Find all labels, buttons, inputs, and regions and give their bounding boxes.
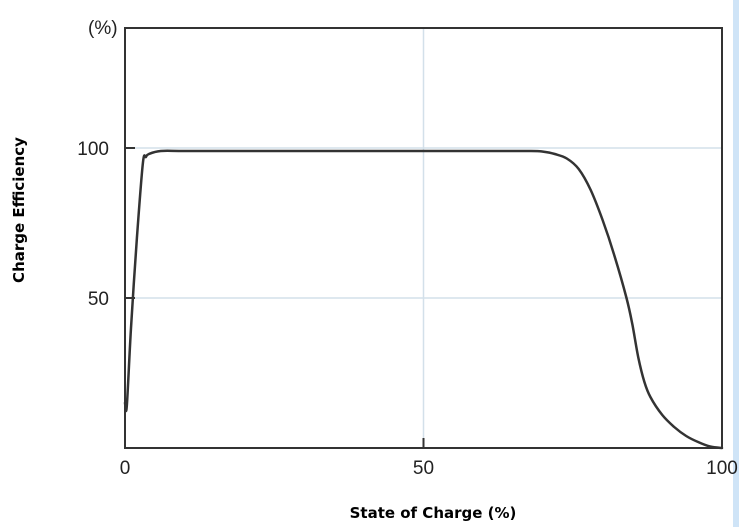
x-axis-title: State of Charge (%) — [350, 504, 517, 522]
x-tick-label-50: 50 — [413, 458, 434, 479]
y-unit-label: (%) — [88, 18, 118, 39]
series-line-charge-efficiency — [123, 149, 724, 450]
side-bar — [733, 0, 739, 527]
axis-ticks — [124, 147, 723, 448]
y-axis-title: Charge Efficiency — [10, 137, 28, 283]
y-tick-label-50: 50 — [88, 289, 109, 310]
x-tick-label-0: 0 — [120, 458, 131, 479]
tick-labels: 50 100 0 50 100 — [77, 139, 738, 479]
x-tick-label-100: 100 — [706, 458, 738, 479]
grid — [125, 28, 722, 448]
y-tick-label-100: 100 — [77, 139, 109, 160]
